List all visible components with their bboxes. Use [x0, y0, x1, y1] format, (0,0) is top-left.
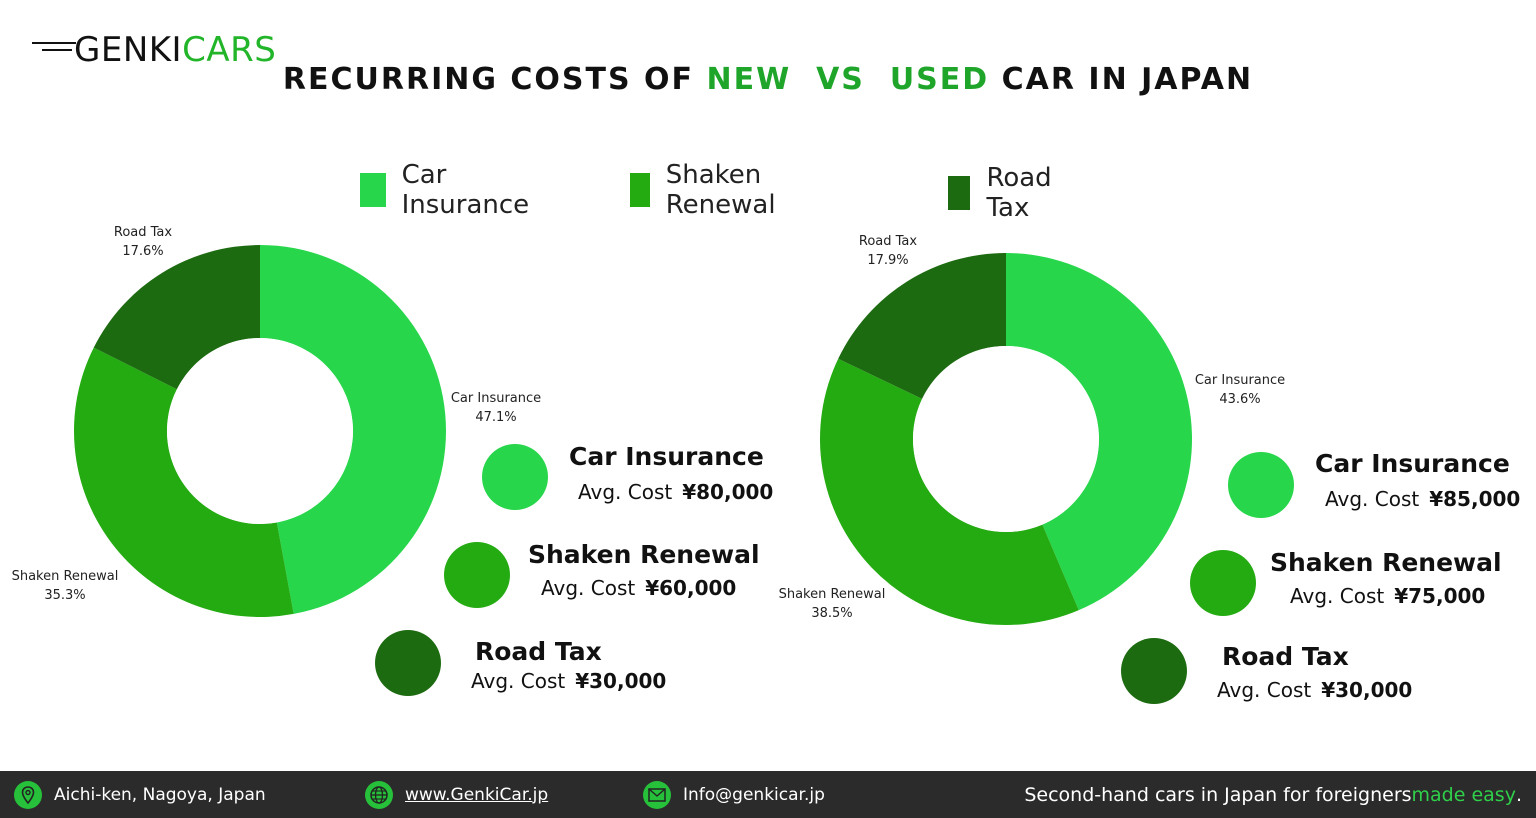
title-vs: VS — [816, 62, 865, 97]
slice-value-roadtax: 17.6% — [122, 244, 163, 259]
cost-name: Road Tax — [1222, 642, 1349, 671]
slice-label-roadtax: Road Tax — [114, 225, 173, 240]
cost-name: Shaken Renewal — [1270, 548, 1502, 577]
legend-label-shaken: Shaken Renewal — [665, 160, 776, 220]
cost-avg-label: Avg. Cost — [1290, 584, 1385, 608]
tagline-post: . — [1515, 783, 1522, 806]
cost-name: Car Insurance — [1315, 449, 1510, 478]
location-pin-icon — [14, 780, 42, 809]
donut-slice-roadtax — [93, 245, 260, 390]
donut-hole — [167, 338, 353, 524]
cost-avg-value: ¥75,000 — [1394, 584, 1486, 608]
slice-label-insurance: Car Insurance — [451, 391, 541, 406]
title-used: USED — [889, 62, 990, 97]
cost-name: Car Insurance — [569, 442, 764, 471]
footer-tagline: Second-hand cars in Japan for foreigners… — [1024, 771, 1522, 818]
title-post: CAR IN JAPAN — [989, 62, 1254, 97]
tagline-pre: Second-hand cars in Japan for foreigners — [1024, 783, 1412, 806]
donut-slice-roadtax — [838, 253, 1006, 399]
legend-swatch-roadtax — [948, 176, 971, 210]
mail-icon — [643, 780, 671, 809]
slice-label-insurance: Car Insurance — [1195, 373, 1285, 388]
cost-avg: Avg. Cost ¥60,000 — [541, 576, 736, 600]
donut-slice-insurance — [1006, 253, 1192, 611]
cost-avg-label: Avg. Cost — [541, 576, 636, 600]
cost-avg: Avg. Cost ¥30,000 — [471, 669, 666, 693]
legend-item-roadtax: Road Tax — [948, 163, 1063, 223]
slice-value-shaken: 38.5% — [811, 606, 852, 621]
page-title: RECURRING COSTS OF NEW VS USED CAR IN JA… — [0, 62, 1536, 97]
slice-value-insurance: 43.6% — [1219, 392, 1260, 407]
cost-avg: Avg. Cost ¥30,000 — [1217, 678, 1412, 702]
cost-avg: Avg. Cost ¥75,000 — [1290, 584, 1485, 608]
footer-bar: Aichi-ken, Nagoya, Japan www.GenkiCar.jp… — [0, 771, 1536, 818]
legend-item-shaken: Shaken Renewal — [630, 160, 790, 220]
legend-label-roadtax: Road Tax — [986, 163, 1052, 223]
cost-avg-label: Avg. Cost — [578, 480, 673, 504]
slice-label-roadtax: Road Tax — [859, 234, 918, 249]
legend-label-insurance: Car Insurance — [401, 160, 530, 220]
legend-swatch-shaken — [630, 173, 650, 207]
donut-slice-shaken — [74, 347, 294, 617]
cost-dot-roadtax — [1121, 638, 1187, 704]
slice-value-shaken: 35.3% — [44, 588, 85, 603]
donut-slice-insurance — [260, 245, 447, 614]
cost-dot-roadtax — [375, 630, 441, 696]
logo-speed-lines — [32, 42, 76, 52]
cost-name: Road Tax — [475, 637, 602, 666]
cost-avg-label: Avg. Cost — [471, 669, 566, 693]
slice-value-roadtax: 17.9% — [867, 253, 908, 268]
cost-avg-label: Avg. Cost — [1325, 487, 1420, 511]
cost-dot-insurance — [482, 444, 548, 510]
slice-value-insurance: 47.1% — [475, 410, 516, 425]
cost-avg-value: ¥85,000 — [1429, 487, 1521, 511]
donut-slice-shaken — [820, 358, 1079, 625]
cost-avg-value: ¥30,000 — [1321, 678, 1413, 702]
legend-swatch-insurance — [360, 173, 386, 207]
cost-name: Shaken Renewal — [528, 540, 760, 569]
globe-icon — [365, 780, 393, 809]
slice-label-shaken: Shaken Renewal — [779, 587, 886, 602]
donut-chart-new: Car Insurance 47.1% Shaken Renewal 35.3% Roa… — [12, 225, 541, 617]
footer-website-link[interactable]: www.GenkiCar.jp — [405, 784, 549, 805]
slice-label-shaken: Shaken Renewal — [12, 569, 119, 584]
legend-item-insurance: Car Insurance — [360, 160, 538, 220]
footer-website[interactable]: www.GenkiCar.jp — [365, 771, 548, 818]
title-pre: RECURRING COSTS OF — [282, 62, 707, 97]
cost-dot-insurance — [1228, 452, 1294, 518]
cost-dot-shaken — [1190, 550, 1256, 616]
cost-dot-shaken — [444, 542, 510, 608]
cost-avg-value: ¥60,000 — [645, 576, 737, 600]
logo-text-cars: CARS — [182, 30, 277, 70]
footer-location: Aichi-ken, Nagoya, Japan — [14, 771, 266, 818]
cost-avg-value: ¥80,000 — [682, 480, 774, 504]
donut-hole — [913, 346, 1099, 532]
cost-avg-value: ¥30,000 — [575, 669, 667, 693]
footer-email-text[interactable]: Info@genkicar.jp — [683, 784, 825, 805]
tagline-accent: made easy — [1411, 783, 1516, 806]
footer-email[interactable]: Info@genkicar.jp — [643, 771, 825, 818]
logo-text-genki: GENKI — [74, 30, 183, 70]
brand-logo: GENKICARS — [32, 30, 276, 70]
cost-avg-label: Avg. Cost — [1217, 678, 1312, 702]
cost-avg: Avg. Cost ¥85,000 — [1325, 487, 1520, 511]
footer-location-text: Aichi-ken, Nagoya, Japan — [54, 784, 266, 805]
title-new: NEW — [706, 62, 792, 97]
cost-avg: Avg. Cost ¥80,000 — [578, 480, 773, 504]
donut-chart-used: Car Insurance 43.6% Shaken Renewal 38.5% Roa… — [779, 234, 1285, 625]
